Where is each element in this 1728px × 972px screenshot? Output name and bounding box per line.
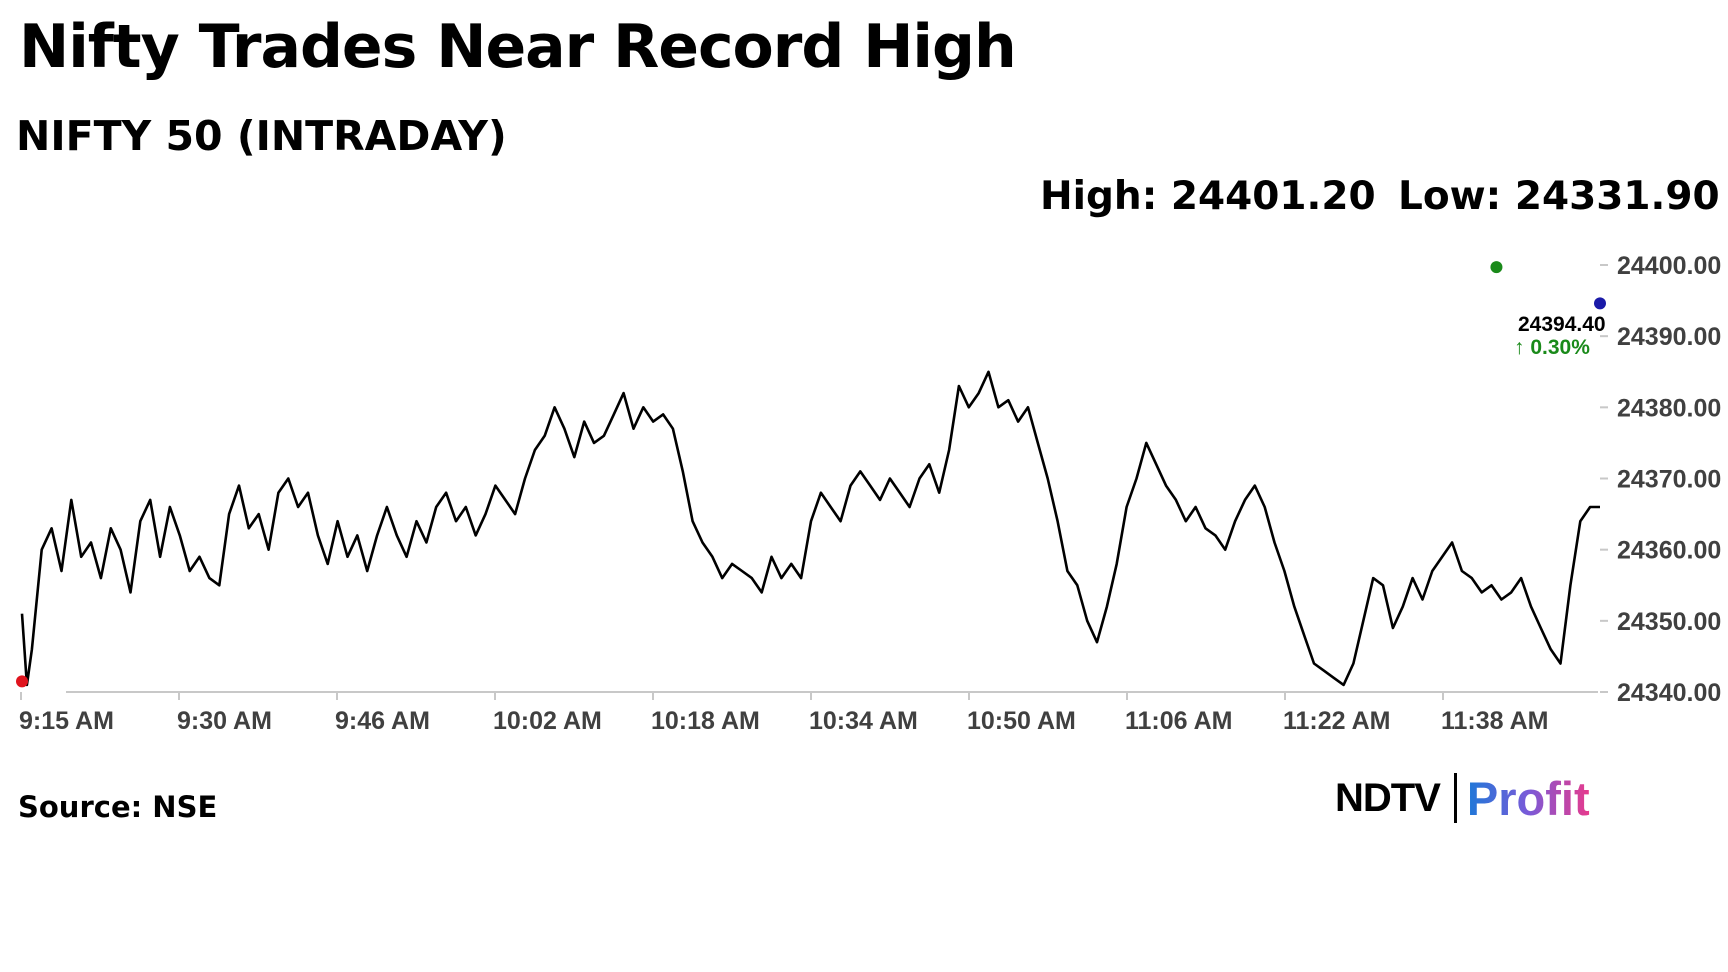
chart-axes: 24400.00 24390.00 24380.00 24370.00 24360.00… (19, 252, 1721, 735)
day-low-label: Low: 24331.90 (1398, 174, 1720, 219)
y-tick-label: 24400.00 (1617, 252, 1721, 280)
logo-profit-text: Profit (1466, 771, 1590, 825)
x-tick-label: 11:38 AM (1441, 707, 1548, 735)
ndtv-profit-logo: NDTV Profit (1335, 770, 1635, 826)
y-tick-label: 24370.00 (1617, 466, 1721, 494)
x-tick-label: 10:34 AM (809, 707, 918, 735)
chart-subtitle: NIFTY 50 (INTRADAY) (16, 112, 507, 160)
chart-title: Nifty Trades Near Record High (19, 12, 1017, 82)
x-tick-label: 10:50 AM (967, 707, 1076, 735)
y-tick-label: 24390.00 (1617, 323, 1721, 351)
high-marker (1490, 261, 1503, 274)
x-tick-label: 10:02 AM (493, 707, 602, 735)
x-tick-label: 9:15 AM (19, 707, 114, 735)
series-line (20, 370, 1600, 687)
x-tick-label: 11:22 AM (1283, 707, 1390, 735)
y-tick-label: 24350.00 (1617, 608, 1721, 636)
x-tick-label: 9:46 AM (335, 707, 430, 735)
source-note: Source: NSE (18, 790, 218, 824)
last-value-label: 24394.40 (1518, 313, 1606, 336)
start-marker (16, 675, 28, 688)
last-marker (1594, 297, 1606, 310)
x-tick-label: 10:18 AM (651, 707, 760, 735)
chart-markers (16, 261, 1606, 688)
change-percent-label: ↑ 0.30% (1514, 336, 1590, 359)
y-tick-label: 24340.00 (1617, 679, 1721, 707)
chart-series (20, 370, 1600, 687)
x-tick-label: 11:06 AM (1125, 707, 1232, 735)
logo-divider (1453, 773, 1457, 823)
y-tick-label: 24360.00 (1617, 537, 1721, 565)
day-high-label: High: 24401.20 (1040, 174, 1376, 219)
x-tick-label: 9:30 AM (177, 707, 272, 735)
logo-ndtv-text: NDTV (1335, 775, 1441, 820)
y-tick-label: 24380.00 (1617, 394, 1721, 422)
